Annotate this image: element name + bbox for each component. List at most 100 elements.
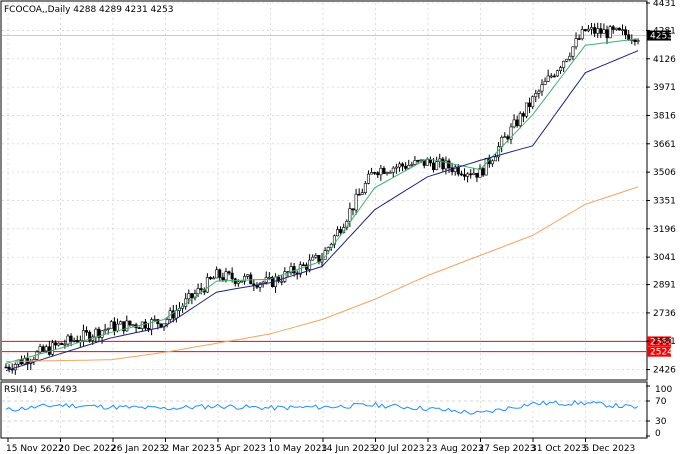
main-plot-frame	[0, 0, 648, 381]
candle-body	[289, 266, 293, 274]
time-label: 20 Dec 2022	[59, 444, 117, 454]
candle-body	[267, 276, 271, 279]
candle-body	[636, 40, 640, 42]
price-tick-label: 2891	[653, 281, 676, 291]
candle-body	[236, 281, 240, 284]
candle-body	[391, 167, 395, 173]
candle-body	[119, 321, 123, 325]
candle-body	[274, 276, 278, 288]
candle-body	[363, 183, 367, 193]
candle-body	[317, 255, 321, 263]
candle-body	[128, 320, 132, 326]
rsi-plot-frame	[0, 381, 648, 439]
candle-body	[534, 93, 538, 98]
candle-body	[233, 278, 237, 284]
rsi-line	[5, 399, 639, 415]
candle-body	[63, 343, 67, 346]
candle-body	[360, 192, 364, 195]
time-label: 2 Mar 2023	[164, 444, 215, 454]
candle-body	[354, 193, 358, 211]
candle-body	[218, 269, 222, 278]
candle-body	[512, 119, 516, 128]
candle-body	[47, 346, 51, 355]
candle-body	[199, 288, 203, 291]
candle-body	[75, 340, 79, 343]
candle-body	[518, 113, 522, 127]
candle-body	[159, 323, 163, 328]
candle-body	[366, 173, 370, 184]
time-label: 10 May 2023	[269, 444, 328, 454]
candle-body	[478, 168, 482, 178]
candle-body	[109, 321, 113, 329]
candle-body	[484, 157, 488, 176]
current-price-label: 4253	[650, 32, 673, 42]
time-label: 27 Sep 2023	[479, 444, 536, 454]
level-label: 2524	[650, 348, 673, 358]
candle-body	[44, 346, 48, 352]
candle-body	[447, 160, 451, 169]
candle-body	[537, 90, 541, 94]
candle-body	[348, 208, 352, 222]
candle-body	[54, 342, 58, 346]
candle-body	[509, 126, 513, 140]
price-tick-label: 2581	[653, 337, 676, 347]
candle-body	[599, 28, 603, 34]
candle-body	[116, 323, 120, 332]
candle-body	[246, 274, 250, 277]
grid-lines	[2, 2, 646, 436]
symbol-header: FCOCOA,,Daily 4288 4289 4231 4253	[4, 5, 173, 15]
candle-body	[555, 70, 559, 77]
candle-body	[583, 29, 587, 32]
candle-body	[459, 173, 463, 176]
candle-body	[385, 172, 389, 174]
candle-body	[515, 119, 519, 127]
candle-body	[463, 174, 467, 177]
candle-body	[469, 173, 473, 176]
candle-body	[7, 366, 11, 370]
candle-body	[441, 158, 445, 170]
candle-body	[562, 60, 566, 68]
moving-averages	[5, 38, 639, 372]
candle-body	[125, 320, 129, 332]
candle-body	[88, 331, 92, 341]
time-label: 5 Dec 2023	[584, 444, 636, 454]
candle-body	[280, 280, 284, 283]
candle-body	[540, 84, 544, 92]
candle-body	[35, 351, 39, 360]
candle-body	[106, 327, 110, 330]
candle-body	[528, 102, 532, 108]
candle-body	[444, 160, 448, 170]
candle-body	[531, 96, 535, 108]
candle-body	[243, 276, 247, 282]
price-tick-label: 3351	[653, 196, 676, 206]
candle-body	[85, 330, 89, 333]
rsi-tick-label: 0	[655, 429, 661, 439]
level-label: 2580	[650, 337, 673, 347]
candle-body	[624, 29, 628, 36]
candle-body	[376, 172, 380, 176]
candle-body	[401, 163, 405, 167]
candle-body	[97, 328, 101, 338]
candle-body	[50, 342, 54, 355]
candle-body	[617, 27, 621, 31]
candle-body	[150, 319, 154, 330]
candle-body	[66, 335, 70, 345]
candle-body	[311, 256, 315, 261]
time-label: 5 Apr 2023	[216, 444, 266, 454]
current-price-label-bg	[647, 30, 671, 41]
candle-body	[559, 67, 563, 71]
level-label-bg	[647, 346, 671, 357]
candle-body	[147, 327, 151, 330]
candle-body	[571, 46, 575, 57]
candle-body	[143, 321, 147, 329]
rsi-tick-label: 30	[655, 417, 667, 427]
time-label: 26 Jan 2023	[111, 444, 165, 454]
candle-body	[215, 269, 219, 279]
candle-body	[4, 366, 8, 369]
candle-body	[131, 324, 135, 326]
candle-body	[69, 335, 73, 342]
candle-body	[60, 342, 64, 345]
candle-body	[419, 159, 423, 162]
